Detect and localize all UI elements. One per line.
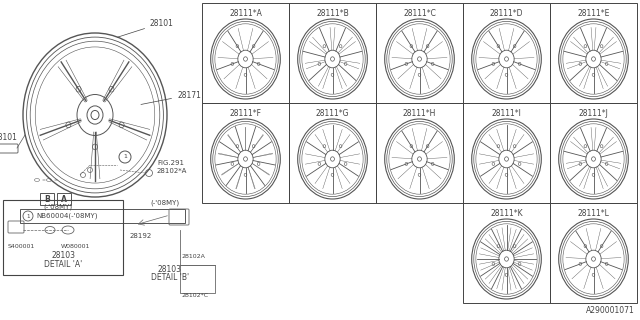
Text: 28111*C: 28111*C (403, 9, 436, 18)
Bar (40, 193, 54, 205)
Bar (289, 3, 376, 103)
Text: 28111*I: 28111*I (492, 108, 522, 117)
Text: 28102A: 28102A (182, 254, 206, 259)
Text: 28111*H: 28111*H (403, 108, 436, 117)
Bar (376, 3, 463, 103)
Text: 28111*L: 28111*L (577, 209, 609, 218)
Text: 28111*D: 28111*D (490, 9, 524, 18)
Text: 28111*A: 28111*A (229, 9, 262, 18)
Text: 28111*G: 28111*G (316, 108, 349, 117)
Text: 28101: 28101 (0, 133, 17, 142)
Bar (550, 203, 637, 303)
Text: 28192: 28192 (130, 233, 152, 239)
Bar (463, 3, 550, 103)
Bar (180, 265, 215, 293)
Text: (-'08MY): (-'08MY) (43, 203, 72, 210)
Bar (3, 200, 123, 275)
Text: 28102*A: 28102*A (157, 168, 188, 174)
Text: W080001: W080001 (61, 244, 90, 249)
Text: 28101: 28101 (118, 19, 174, 37)
Text: 28103: 28103 (158, 265, 182, 274)
Text: 1: 1 (26, 213, 29, 219)
Text: 28111*K: 28111*K (490, 209, 523, 218)
Text: FIG.291: FIG.291 (157, 160, 184, 166)
Text: 1: 1 (123, 155, 127, 159)
Text: DETAIL 'A': DETAIL 'A' (44, 260, 82, 269)
Bar (57, 193, 71, 205)
Text: A: A (61, 195, 67, 204)
Text: 28111*F: 28111*F (230, 108, 262, 117)
Text: (-'08MY): (-'08MY) (150, 199, 179, 205)
Bar (202, 3, 289, 103)
Bar (463, 203, 550, 303)
Text: A290001071: A290001071 (586, 306, 635, 315)
Text: 28103: 28103 (51, 251, 75, 260)
Bar (289, 103, 376, 203)
Text: S400001: S400001 (8, 244, 35, 249)
Bar (376, 103, 463, 203)
Text: NB60004(-'08MY): NB60004(-'08MY) (36, 213, 97, 219)
Bar (550, 103, 637, 203)
Text: DETAIL 'B': DETAIL 'B' (151, 273, 189, 282)
Bar (202, 103, 289, 203)
Text: 28111*J: 28111*J (579, 108, 609, 117)
Bar (550, 3, 637, 103)
Text: 28111*B: 28111*B (316, 9, 349, 18)
Text: 28102*C: 28102*C (182, 293, 209, 298)
Text: B: B (44, 195, 50, 204)
Bar (463, 103, 550, 203)
Bar (20, 209, 185, 223)
Text: 28111*E: 28111*E (577, 9, 610, 18)
Text: 28171: 28171 (141, 91, 201, 104)
